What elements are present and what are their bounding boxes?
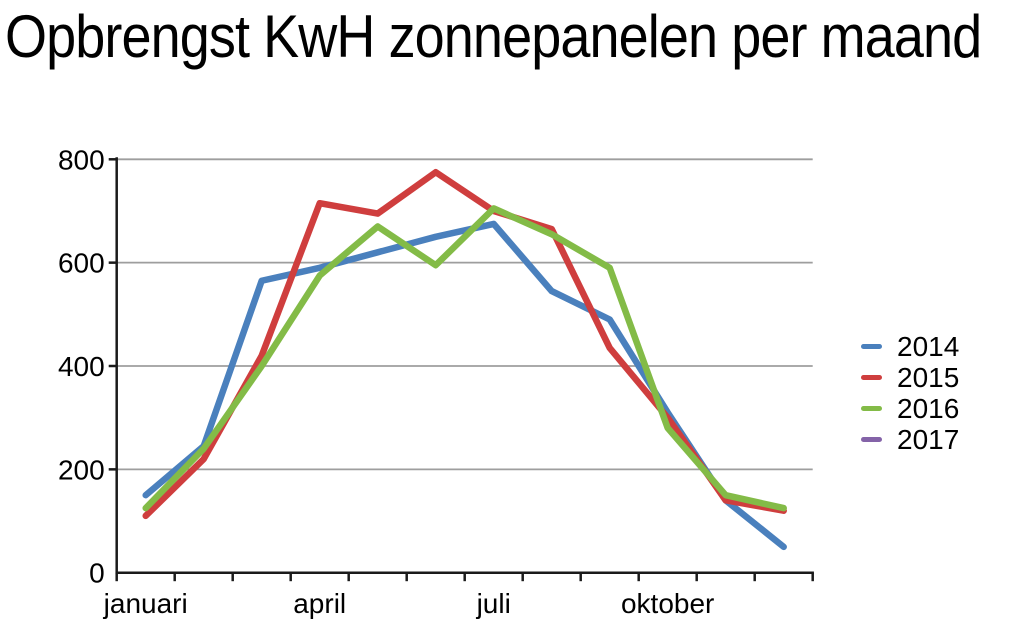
series-line-2016 [142,205,787,512]
y-axis-label-600: 600 [58,248,105,279]
legend-item-2015: 2015 [861,362,959,393]
legend-swatch-2016 [861,406,882,411]
legend-label: 2017 [897,423,960,455]
x-axis-label-juli: juli [476,588,511,619]
legend-item-2016: 2016 [861,393,959,424]
legend-item-2014: 2014 [861,331,959,362]
x-axis-label-januari: januari [103,588,188,619]
chart-legend: 2014 2015 2016 2017 [861,331,959,455]
legend-label: 2015 [897,361,960,393]
legend-swatch-2017 [861,437,882,442]
x-axis-label-oktober: oktober [621,588,714,619]
y-axis-label-400: 400 [58,351,105,382]
y-axis-label-200: 200 [58,454,105,485]
chart-title: Opbrengst KwH zonnepanelen per maand [5,3,982,70]
series-line-2015 [142,168,787,520]
legend-item-2017: 2017 [861,424,959,455]
legend-swatch-2015 [861,375,882,380]
legend-swatch-2014 [861,344,882,349]
legend-label: 2016 [897,392,960,424]
y-axis-label-0: 0 [89,558,105,589]
x-axis-label-april: april [293,588,346,619]
y-axis-label-800: 800 [58,144,105,175]
legend-label: 2014 [897,330,960,362]
